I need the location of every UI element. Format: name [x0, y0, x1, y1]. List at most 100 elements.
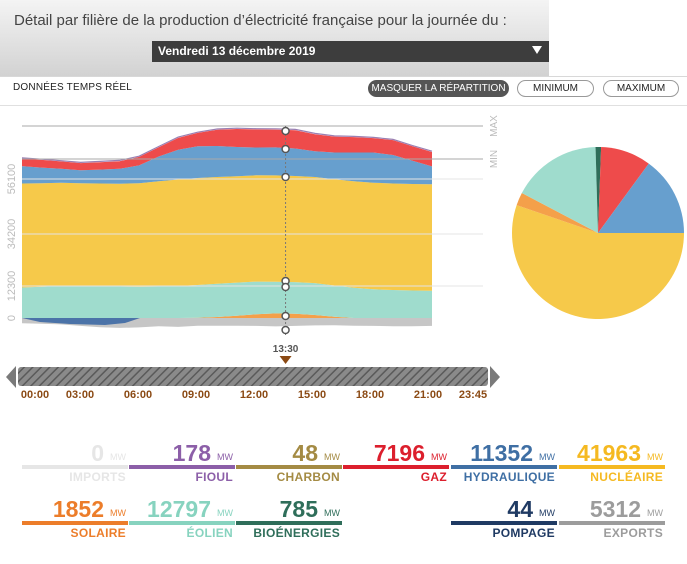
stat-label: FIOUL [195, 470, 233, 484]
hide-breakdown-button[interactable]: MASQUER LA RÉPARTITION [368, 80, 509, 97]
stat-unit: MW [217, 508, 233, 518]
x-tick-label: 09:00 [182, 389, 210, 401]
divider [0, 105, 687, 106]
stat-label: ÉOLIEN [186, 526, 233, 540]
cursor-point[interactable] [281, 172, 290, 182]
stat-value: 48 [292, 440, 318, 466]
stat-nucleaire[interactable]: 41963 MW NUCLÉAIRE [559, 440, 665, 490]
pie-slice-gaz[interactable] [598, 147, 649, 233]
stat-label: HYDRAULIQUE [463, 470, 555, 484]
pie-slice-solaire[interactable] [516, 193, 598, 233]
pie-slice-bioenergies[interactable] [595, 147, 602, 233]
divider [0, 76, 687, 77]
stat-unit: MW [217, 452, 233, 462]
stat-exports[interactable]: 5312 MW EXPORTS [559, 496, 665, 546]
max-legend-label: MAX [489, 115, 500, 137]
series-eolien-area [22, 281, 432, 318]
y-tick-label: 34200 [6, 219, 18, 250]
x-tick-label: 12:00 [240, 389, 268, 401]
x-tick-label: 15:00 [298, 389, 326, 401]
stat-value: 41963 [577, 440, 641, 466]
stat-label: POMPAGE [492, 526, 555, 540]
scroll-left-arrow[interactable] [6, 366, 16, 388]
series-gaz-area [22, 129, 432, 171]
cursor-time-label: 13:30 [273, 344, 299, 355]
pie-slice-eolien[interactable] [521, 147, 598, 233]
min-legend-label: MIN [489, 150, 500, 168]
stat-solaire[interactable]: 1852 MW SOLAIRE [22, 496, 128, 546]
stat-unit: MW [110, 508, 126, 518]
fioul-line [21, 127, 433, 164]
minimum-button[interactable]: MINIMUM [517, 80, 594, 97]
stat-color-bar [22, 521, 128, 525]
page-header: Détail par filière de la production d’él… [0, 0, 549, 76]
series-solaire-area [22, 313, 432, 318]
cursor-point[interactable] [281, 144, 290, 154]
stat-color-bar [451, 521, 557, 525]
cursor-point[interactable] [281, 325, 290, 335]
stat-value: 785 [279, 496, 318, 522]
stat-unit: MW [647, 508, 663, 518]
y-tick-label: 0 [6, 315, 18, 321]
stat-pompage[interactable]: 44 MW POMPAGE [451, 496, 557, 546]
stat-value: 11352 [470, 440, 533, 466]
stat-value: 12797 [147, 496, 211, 522]
cursor-point[interactable] [281, 126, 290, 136]
x-tick-label: 03:00 [66, 389, 94, 401]
pie-slice-nucleaire[interactable] [512, 205, 684, 319]
timeline-track[interactable] [18, 367, 488, 386]
stat-charbon[interactable]: 48 MW CHARBON [236, 440, 342, 490]
stat-color-bar [236, 465, 342, 469]
stat-gaz[interactable]: 7196 MW GAZ [343, 440, 449, 490]
pompage-area [22, 318, 140, 325]
maximum-button[interactable]: MAXIMUM [603, 80, 679, 97]
y-tick-label: 56100 [6, 164, 18, 195]
series-hydraulique-area [22, 146, 432, 185]
stat-value: 1852 [52, 496, 104, 522]
stat-unit: MW [539, 452, 555, 462]
stat-eolien[interactable]: 12797 MW ÉOLIEN [129, 496, 235, 546]
cursor-point[interactable] [281, 311, 290, 321]
stat-value: 44 [507, 496, 533, 522]
stat-unit: MW [539, 508, 555, 518]
stat-bioenergies[interactable]: 785 MW BIOÉNERGIES [236, 496, 342, 546]
stat-unit: MW [324, 508, 340, 518]
chevron-down-icon[interactable] [532, 46, 542, 54]
stat-fioul[interactable]: 178 MW FIOUL [129, 440, 235, 490]
x-tick-label: 06:00 [124, 389, 152, 401]
cursor-handle[interactable] [279, 356, 292, 364]
stat-imports[interactable]: 0 MW IMPORTS [22, 440, 128, 490]
x-tick-label: 00:00 [21, 389, 49, 401]
realtime-label: DONNÉES TEMPS RÉEL [13, 82, 133, 93]
production-chart: 0 12300 34200 56100 MAX MIN 13:30 00:00 03:00 06:… [6, 115, 684, 401]
stat-color-bar [129, 521, 235, 525]
stat-color-bar [343, 465, 449, 469]
series-nucleaire-area [22, 175, 432, 291]
stat-label: SOLAIRE [70, 526, 126, 540]
stat-label: BIOÉNERGIES [253, 526, 340, 540]
stat-unit: MW [110, 452, 126, 462]
stat-unit: MW [647, 452, 663, 462]
date-value: Vendredi 13 décembre 2019 [158, 44, 316, 58]
stat-unit: MW [324, 452, 340, 462]
cursor-point[interactable] [281, 282, 290, 292]
stat-color-bar [236, 521, 342, 525]
x-tick-label: 18:00 [356, 389, 384, 401]
stat-color-bar [559, 465, 665, 469]
scroll-right-arrow[interactable] [490, 366, 500, 388]
stat-color-bar [22, 465, 128, 469]
y-tick-label: 12300 [6, 271, 18, 302]
stat-label: CHARBON [276, 470, 340, 484]
page-title: Détail par filière de la production d’él… [14, 12, 507, 29]
stat-value: 5312 [589, 496, 641, 522]
pie-slice-hydraulique[interactable] [598, 163, 684, 233]
stat-unit: MW [431, 452, 447, 462]
stat-value: 7196 [373, 440, 425, 466]
stat-label: IMPORTS [69, 470, 126, 484]
x-tick-label: 23:45 [459, 389, 487, 401]
stat-label: GAZ [420, 470, 447, 484]
stat-color-bar [559, 521, 665, 525]
date-select[interactable]: Vendredi 13 décembre 2019 [152, 41, 549, 62]
stat-hydraulique[interactable]: 11352 MW HYDRAULIQUE [451, 440, 557, 490]
x-tick-label: 21:00 [414, 389, 442, 401]
